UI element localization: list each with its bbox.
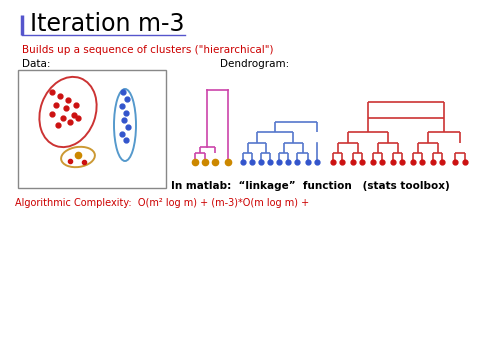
Text: Builds up a sequence of clusters ("hierarchical"): Builds up a sequence of clusters ("hiera… [22, 45, 274, 55]
Text: Iteration m-3: Iteration m-3 [30, 12, 184, 36]
Text: Dendrogram:: Dendrogram: [220, 59, 289, 69]
Text: Data:: Data: [22, 59, 50, 69]
Bar [18, 70, 166, 188]
Text: Algorithmic Complexity:  O(m² log m) + (m-3)*O(m log m) +: Algorithmic Complexity: O(m² log m) + (m… [15, 198, 309, 208]
Text: In matlab:  “linkage”  function   (stats toolbox): In matlab: “linkage” function (stats too… [170, 181, 449, 191]
